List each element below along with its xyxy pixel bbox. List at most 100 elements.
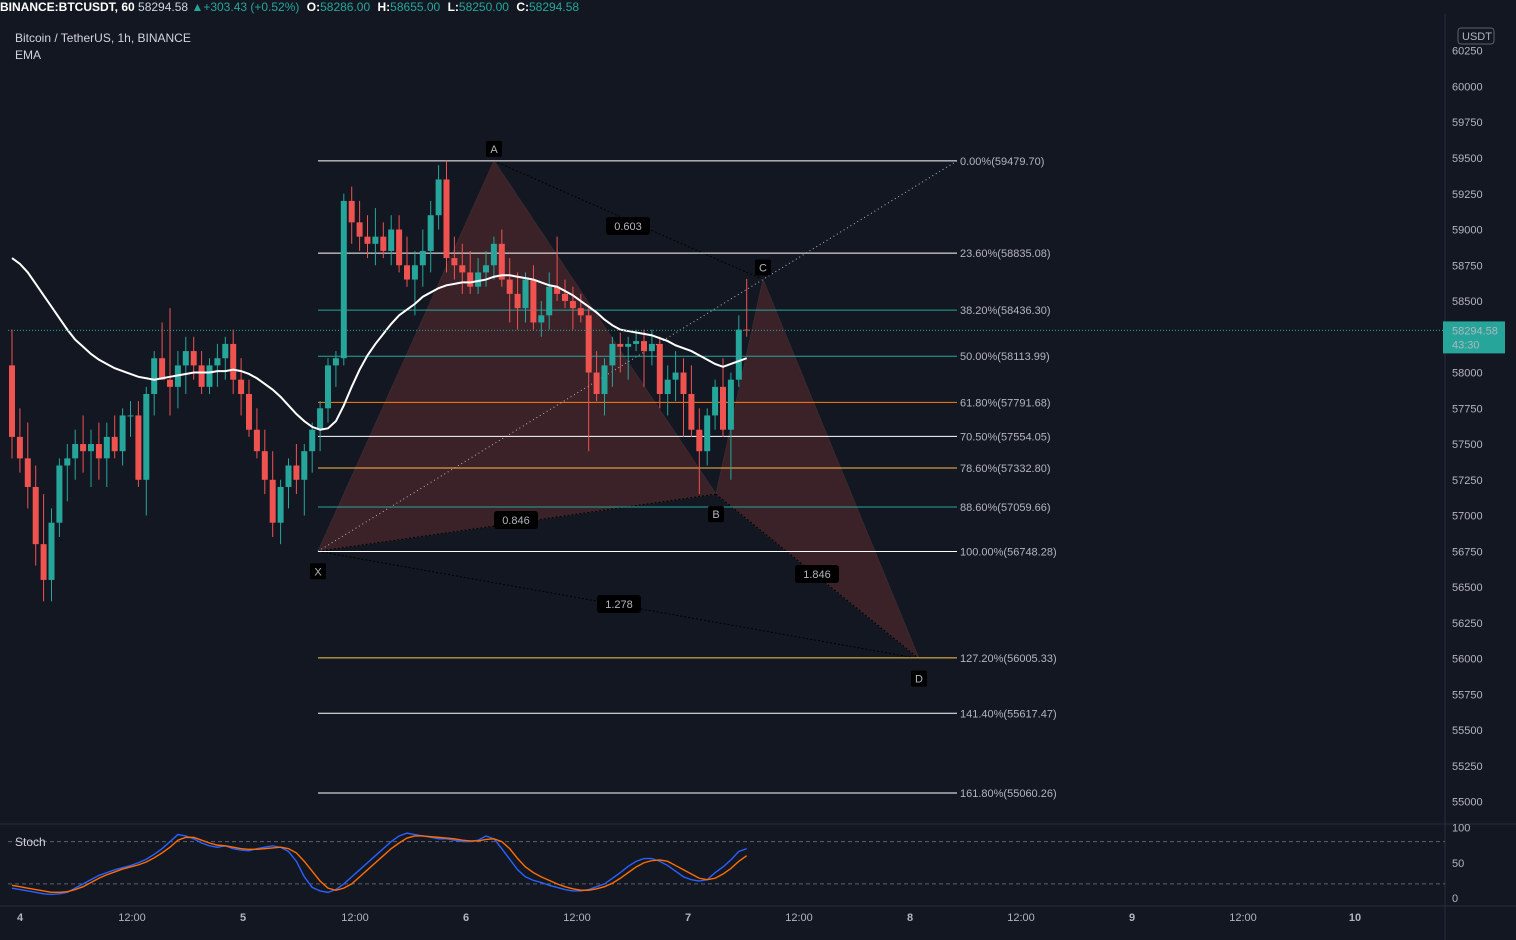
price-tick-label: 57500 — [1452, 439, 1483, 451]
candle-body — [332, 358, 339, 366]
fib-level-label: 100.00%(56748.28) — [960, 547, 1057, 559]
candle-body — [269, 479, 276, 523]
candle-body — [735, 329, 742, 380]
fib-level-label: 38.20%(58436.30) — [960, 305, 1051, 317]
candle-body — [206, 365, 213, 387]
candle-body — [32, 486, 39, 545]
candle-body — [159, 358, 166, 380]
candle-body — [151, 358, 158, 394]
candle-body — [641, 341, 647, 352]
candle-body — [569, 301, 576, 309]
price-tick-label: 60250 — [1452, 46, 1483, 58]
pattern-ratio-badge — [597, 595, 641, 613]
candle-body — [214, 358, 221, 366]
fib-level-label: 161.80%(55060.26) — [960, 788, 1057, 800]
time-tick-label: 12:00 — [1007, 912, 1035, 924]
candle-body — [483, 265, 489, 273]
low-label: L: — [447, 0, 459, 14]
candle-body — [80, 444, 87, 452]
candle-body — [356, 222, 363, 237]
candle-body — [577, 308, 584, 316]
candle-body — [253, 429, 260, 452]
candle-body — [585, 315, 592, 373]
fib-level-label: 23.60%(58835.08) — [960, 248, 1051, 260]
candle-body — [404, 265, 410, 280]
time-tick-label: 8 — [907, 912, 913, 924]
candle-body — [261, 451, 268, 480]
price-tick-label: 56500 — [1452, 582, 1483, 594]
candle-body — [490, 243, 497, 266]
price-tick-label: 57000 — [1452, 511, 1483, 523]
candle-body — [127, 415, 134, 417]
candle-body — [64, 458, 71, 466]
open-value: 58286.00 — [320, 0, 371, 14]
candle-body — [727, 379, 734, 430]
close-value: 58294.58 — [528, 0, 580, 14]
price-tick-label: 55250 — [1452, 761, 1483, 773]
pattern-point-label: D — [915, 674, 923, 686]
change-arrow-icon: ▲ — [191, 0, 204, 14]
pattern-ratio-label: 1.846 — [803, 569, 831, 581]
pattern-point-label: C — [759, 263, 767, 275]
candle-body — [617, 343, 624, 347]
candle-body — [562, 293, 568, 302]
candle-body — [538, 315, 545, 323]
pattern-point-badge — [708, 506, 724, 523]
time-tick-label: 12:00 — [563, 912, 591, 924]
price-tick-label: 56750 — [1452, 546, 1483, 558]
candle-body — [230, 343, 237, 380]
candle-body — [688, 393, 695, 430]
candle-body — [325, 365, 331, 409]
chart-legend: Bitcoin / TetherUS, 1h, BINANCE EMA — [15, 30, 191, 64]
symbol-name[interactable]: BINANCE:BTCUSDT, 60 — [0, 0, 135, 14]
candle-body — [451, 258, 458, 266]
high-label: H: — [377, 0, 391, 14]
pattern-point-badge — [755, 259, 771, 276]
pattern-ratio-label: 1.278 — [605, 599, 633, 611]
chart-title[interactable]: Bitcoin / TetherUS, 1h, BINANCE — [15, 31, 191, 45]
price-tick-label: 57250 — [1452, 475, 1483, 487]
candle-body — [119, 415, 126, 452]
price-tick-label: 59500 — [1452, 153, 1483, 165]
current-price-label: 58294.58 — [1452, 325, 1498, 337]
pattern-ratio-badge — [494, 511, 538, 529]
candle-body — [111, 436, 118, 452]
price-tick-label: 58500 — [1452, 296, 1483, 308]
fib-level-label: 78.60%(57332.80) — [960, 463, 1051, 475]
pattern-point-label: B — [712, 509, 719, 521]
close-label: C: — [516, 0, 529, 14]
candle-body — [372, 236, 379, 244]
ema-indicator-label[interactable]: EMA — [15, 48, 42, 62]
candles-group — [9, 160, 750, 602]
candle-body — [625, 343, 632, 347]
candle-body — [135, 415, 142, 480]
candle-body — [601, 365, 608, 394]
candle-body — [435, 179, 442, 216]
time-tick-label: 12:00 — [118, 912, 146, 924]
fib-level-label: 0.00%(59479.70) — [960, 156, 1044, 168]
pattern-ac-line — [493, 160, 764, 281]
stoch-indicator-label[interactable]: Stoch — [15, 835, 46, 849]
candle-body — [48, 522, 55, 580]
candle-body — [672, 372, 679, 380]
candle-body — [285, 465, 292, 487]
candle-body — [95, 444, 102, 459]
stoch-tick-label: 100 — [1452, 823, 1470, 835]
pattern-point-label: A — [490, 144, 498, 156]
stoch-tick-label: 0 — [1452, 893, 1458, 905]
candle-body — [498, 243, 505, 280]
pattern-ratio-label: 0.846 — [502, 515, 530, 527]
price-tick-label: 55500 — [1452, 725, 1483, 737]
high-value: 58655.00 — [390, 0, 441, 14]
candle-body — [103, 436, 110, 459]
candle-body — [238, 379, 245, 394]
current-price-badge — [1443, 321, 1505, 354]
pattern-ratio-label: 0.603 — [614, 221, 642, 233]
price-tick-label: 56250 — [1452, 618, 1483, 630]
pattern-bd-line — [715, 493, 920, 659]
candle-body — [664, 379, 671, 394]
candle-body — [309, 429, 316, 452]
candle-body — [411, 265, 418, 280]
candle-body — [704, 415, 711, 452]
